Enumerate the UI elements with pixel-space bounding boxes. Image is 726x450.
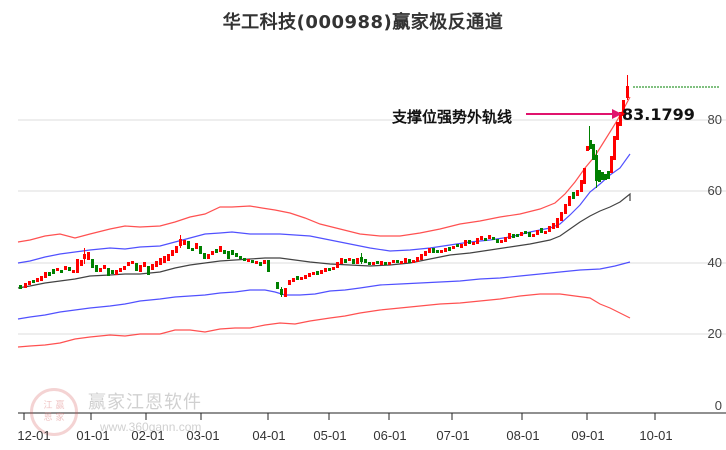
- candlesticks: [19, 75, 629, 297]
- chart-title: 华工科技(000988)赢家极反通道: [222, 12, 504, 33]
- x-tick-label: 10-01: [639, 428, 673, 443]
- watermark-logo-char: 恩: [43, 413, 53, 423]
- x-tick-label: 09-01: [571, 428, 605, 443]
- x-tick-label: 05-01: [313, 428, 347, 443]
- x-tick-label: 06-01: [373, 428, 407, 443]
- annotation-arrow: [526, 109, 622, 119]
- annotation-label: 支撑位强势外轨线: [392, 108, 513, 126]
- x-tick-label: 12-01: [17, 428, 51, 443]
- watermark-logo-char: 家: [55, 413, 65, 423]
- outer-lower-band: [17, 293, 631, 348]
- y-tick-label: 80: [707, 112, 722, 127]
- y-tick-label: 60: [707, 183, 722, 198]
- inner-lower-band: [17, 261, 631, 320]
- outer-upper-band: [17, 96, 631, 243]
- x-axis: [18, 412, 726, 420]
- watermark-logo: 江 赢 恩 家: [30, 388, 78, 436]
- y-tick-label: 0: [714, 398, 722, 413]
- middle-line: [17, 192, 631, 289]
- x-tick-label: 07-01: [436, 428, 470, 443]
- y-tick-label: 20: [707, 326, 722, 341]
- x-tick-label: 08-01: [506, 428, 540, 443]
- x-tick-label: 02-01: [131, 428, 165, 443]
- x-tick-label: 04-01: [252, 428, 286, 443]
- x-tick-label: 03-01: [186, 428, 220, 443]
- grid-lines: [18, 119, 726, 335]
- watermark-text: 赢家江恩软件: [88, 392, 202, 413]
- annotation-value: 83.1799: [622, 105, 695, 124]
- x-tick-label: 01-01: [76, 428, 110, 443]
- watermark-logo-char: 赢: [55, 401, 65, 411]
- watermark-logo-char: 江: [43, 401, 53, 411]
- watermark-url: www.360gann.com: [100, 420, 202, 434]
- y-tick-label: 40: [707, 255, 722, 270]
- inner-upper-band: [17, 153, 631, 264]
